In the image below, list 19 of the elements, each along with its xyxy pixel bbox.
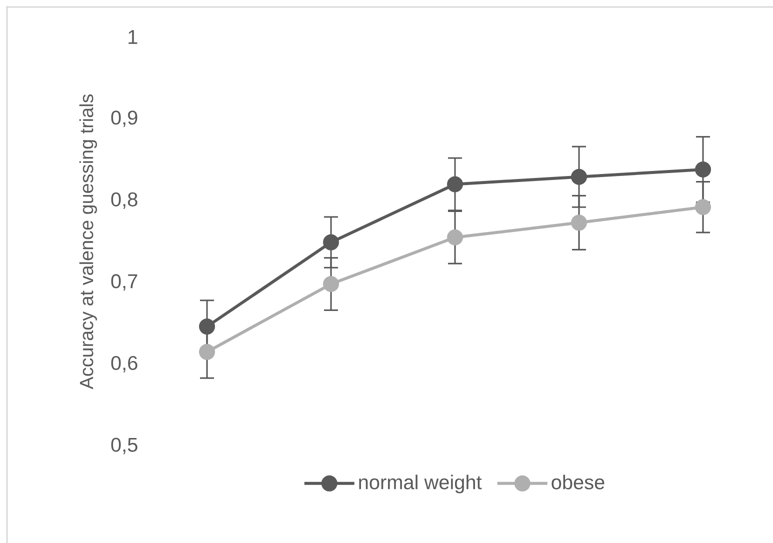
point — [695, 199, 712, 216]
y-axis-title: Accuracy at valence guessing trials — [79, 94, 97, 390]
y-tick-label: 0,6 — [111, 356, 138, 372]
point — [323, 276, 340, 292]
y-tick-label: 0,9 — [111, 110, 138, 128]
point — [571, 168, 588, 185]
point — [199, 344, 216, 360]
point — [447, 176, 464, 192]
point — [447, 229, 464, 246]
point — [323, 234, 340, 250]
legend-label: normal weight — [359, 474, 482, 494]
y-tick-label: 1 — [128, 30, 138, 44]
point — [199, 318, 216, 335]
y-tick-label: 0,8 — [111, 192, 138, 209]
y-tick-label: 0,7 — [111, 274, 138, 291]
y-tick-label: 0,5 — [111, 438, 138, 454]
legend-label: obese — [552, 474, 604, 490]
point — [695, 162, 712, 178]
point — [571, 214, 588, 231]
